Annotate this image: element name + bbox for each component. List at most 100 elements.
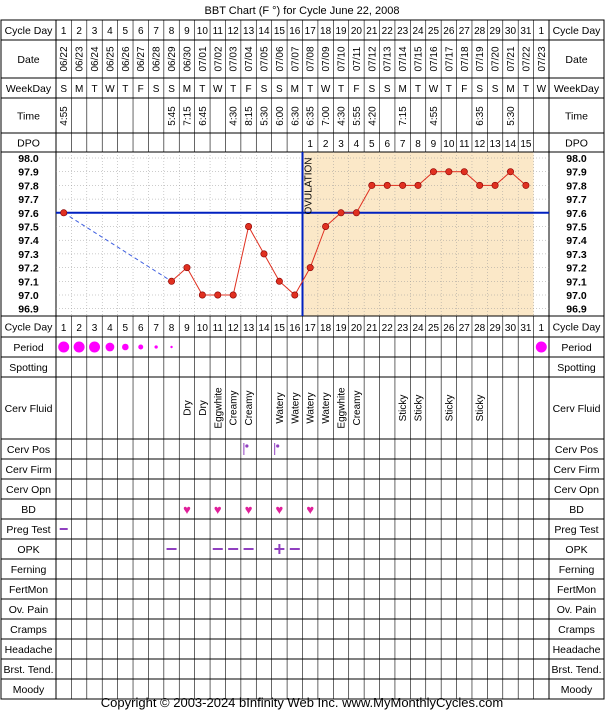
period-marker [138, 344, 144, 350]
cycle-day-value: 10 [197, 26, 209, 37]
date-value: 07/03 [229, 46, 240, 71]
cerv-fluid-value: Watery [290, 392, 301, 423]
date-value: 07/04 [244, 46, 255, 71]
time-label-left: Time [17, 111, 40, 123]
cerv-fluid-value: Eggwhite [213, 387, 224, 429]
dpo-label-right: DPO [565, 138, 588, 150]
date-value: 07/15 [414, 46, 425, 71]
temp-tick-right: 97.1 [566, 276, 587, 288]
moody-label-left: Moody [13, 684, 45, 696]
dpo-value: 15 [520, 139, 532, 150]
weekday-value: F [246, 84, 252, 95]
cycle-day-value: 3 [92, 26, 98, 37]
cycle-day-value: 6 [138, 26, 144, 37]
cerv-fluid-label-right: Cerv Fluid [553, 403, 601, 415]
cycle-day-value: 1 [61, 26, 67, 37]
weekday-value: S [492, 84, 499, 95]
weekday-value: M [506, 84, 514, 95]
dpo-value: 1 [307, 139, 313, 150]
cycle-day-value: 17 [305, 323, 317, 334]
cycle-day-value: 1 [539, 26, 545, 37]
temp-tick-left: 97.8 [18, 180, 39, 192]
period-marker [105, 342, 115, 352]
temp-point [491, 181, 499, 189]
dpo-label-left: DPO [17, 138, 40, 150]
date-value: 06/25 [105, 46, 116, 71]
cycle-day-value: 11 [213, 26, 224, 37]
cycle-day-value: 3 [92, 323, 98, 334]
date-value: 07/14 [398, 46, 409, 71]
temp-tick-right: 97.2 [566, 263, 587, 275]
date-value: 07/08 [306, 46, 317, 71]
temp-tick-right: 97.4 [566, 235, 587, 247]
temp-tick-right: 97.0 [566, 290, 587, 302]
temp-point [291, 291, 299, 299]
brst-tend-label-right: Brst. Tend. [552, 664, 602, 676]
preg-test-label-right: Preg Test [554, 524, 598, 536]
fertmon-label-right: FertMon [557, 584, 596, 596]
cerv-fluid-value: Sticky [475, 395, 486, 422]
temp-tick-left: 97.9 [18, 167, 39, 179]
time-value: 6:00 [275, 106, 286, 126]
period-marker [73, 341, 85, 353]
date-label-right: Date [565, 54, 587, 66]
cerv-fluid-value: Watery [321, 392, 332, 423]
time-value: 6:30 [290, 106, 301, 126]
cramps-label-left: Cramps [10, 624, 47, 636]
bd-heart: ♥ [214, 502, 222, 517]
temp-point [429, 168, 437, 176]
date-value: 06/22 [59, 46, 70, 71]
time-value: 4:55 [59, 106, 70, 126]
temp-tick-left: 97.3 [18, 249, 39, 261]
cycle-day-label-left: Cycle Day [5, 25, 54, 37]
temp-tick-left: 97.2 [18, 263, 39, 275]
date-value: 07/23 [537, 46, 548, 71]
temp-tick-right: 97.3 [566, 249, 587, 261]
temp-tick-left: 98.0 [18, 153, 39, 165]
date-value: 06/27 [136, 46, 147, 71]
cycle-day-value: 13 [243, 323, 255, 334]
cerv-fluid-value: Creamy [352, 390, 363, 425]
cerv-pos-dot [245, 444, 249, 448]
temp-point [460, 168, 468, 176]
temp-point [60, 209, 68, 217]
date-value: 07/20 [491, 46, 502, 71]
cycle-day-value: 14 [258, 323, 270, 334]
cerv-fluid-value: Creamy [229, 390, 240, 425]
weekday-value: W [537, 84, 547, 95]
cycle-day-value: 15 [274, 26, 286, 37]
cycle-day-value: 16 [289, 26, 301, 37]
time-value: 6:35 [306, 106, 317, 126]
date-value: 07/05 [259, 46, 270, 71]
weekday-label-left: WeekDay [6, 83, 52, 95]
temp-line [263, 253, 280, 282]
cycle-day-value: 15 [274, 323, 286, 334]
cycle-day-value: 12 [228, 26, 240, 37]
date-value: 06/30 [182, 46, 193, 71]
bd-label-right: BD [569, 504, 584, 516]
temp-point [445, 168, 453, 176]
dpo-value: 5 [369, 139, 375, 150]
date-value: 06/23 [75, 46, 86, 71]
dpo-value: 10 [443, 139, 455, 150]
temp-point [399, 181, 407, 189]
cycle-day-value: 26 [443, 26, 455, 37]
cerv-fluid-label-left: Cerv Fluid [5, 403, 53, 415]
cycle-day-value: 30 [505, 26, 517, 37]
footer-copyright[interactable]: Copyright © 2003-2024 bInfinity Web Inc.… [101, 695, 503, 710]
ov-pain-label-left: Ov. Pain [9, 604, 49, 616]
cycle-day-value: 1 [61, 323, 67, 334]
cycle-day-value: 1 [539, 323, 545, 334]
cerv-fluid-value: Sticky [444, 395, 455, 422]
period-marker [535, 341, 547, 353]
temp-point [260, 250, 268, 258]
dpo-value: 8 [415, 139, 421, 150]
cycle-day-value: 25 [428, 323, 440, 334]
cycle-day-value: 4 [107, 323, 113, 334]
spotting-label-left: Spotting [9, 362, 48, 374]
cerv-opn-label-right: Cerv Opn [554, 484, 599, 496]
cycle-day-value: 26 [443, 323, 455, 334]
cycle-day-value: 8 [169, 26, 175, 37]
cycle-day-value: 9 [184, 323, 190, 334]
cycle-day-value: 25 [428, 26, 440, 37]
